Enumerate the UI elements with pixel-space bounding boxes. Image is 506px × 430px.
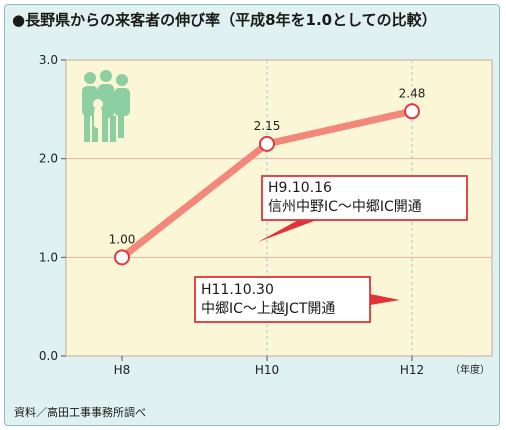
x-axis-unit: （年度）: [450, 363, 490, 376]
callout-box: [261, 175, 468, 221]
data-point: [259, 135, 275, 152]
callout-pointer: [370, 294, 400, 305]
callout-text: 中郷IC〜上越JCT開通: [201, 301, 335, 317]
y-axis: 0.0 1.0 2.0 3.0: [39, 53, 66, 363]
callout-pointer: [258, 218, 322, 242]
y-tick-label: 3.0: [39, 53, 58, 67]
data-point: [404, 103, 420, 120]
callout-text: H11.10.30: [201, 282, 274, 298]
y-tick-label: 1.0: [39, 250, 58, 264]
callout-text: H9.10.16: [268, 180, 332, 196]
x-tick-label: H8: [114, 363, 131, 377]
data-label: 2.15: [254, 119, 281, 133]
source-note: 資料／高田工事事務所調べ: [14, 406, 146, 419]
x-axis: H8 H10 H12 （年度）: [114, 356, 490, 377]
series-line: 1.00 2.15 2.48: [109, 86, 426, 266]
data-point: [114, 249, 130, 266]
x-tick-label: H12: [400, 363, 424, 377]
data-label: 1.00: [109, 232, 136, 246]
callouts: H9.10.16 信州中野IC〜中郷IC開通 H11.10.30 中郷IC〜上越JCT…: [194, 175, 468, 323]
y-tick-label: 2.0: [39, 152, 58, 166]
people-group-icon: [82, 70, 130, 142]
chart-title: ●長野県からの来客者の伸び率（平成8年を1.0としての比較）: [12, 11, 437, 29]
callout-box: [194, 276, 371, 323]
callout-text: 信州中野IC〜中郷IC開通: [268, 199, 422, 215]
grid-lines: [66, 158, 492, 258]
data-label: 2.48: [399, 86, 426, 100]
x-tick-label: H10: [255, 363, 279, 377]
y-tick-label: 0.0: [39, 349, 58, 363]
